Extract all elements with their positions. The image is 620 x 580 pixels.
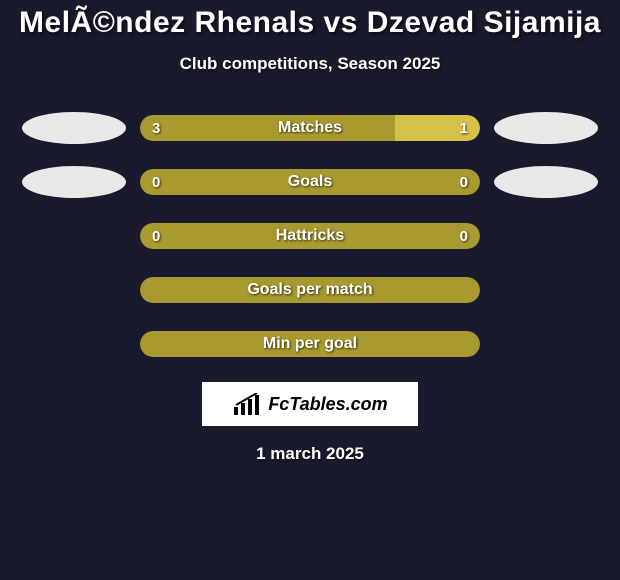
stat-row: Goals per match: [0, 274, 620, 306]
stat-row: 31Matches: [0, 112, 620, 144]
bar-label: Matches: [140, 115, 480, 141]
stat-row: 00Hattricks: [0, 220, 620, 252]
comparison-infographic: MelÃ©ndez Rhenals vs Dzevad Sijamija Clu…: [0, 0, 620, 464]
stat-row: Min per goal: [0, 328, 620, 360]
stat-bar: 31Matches: [140, 115, 480, 141]
stat-row: 00Goals: [0, 166, 620, 198]
bar-label: Hattricks: [140, 223, 480, 249]
date-text: 1 march 2025: [0, 444, 620, 464]
page-title: MelÃ©ndez Rhenals vs Dzevad Sijamija: [0, 6, 620, 40]
bar-label: Min per goal: [140, 331, 480, 357]
logo-box: FcTables.com: [202, 382, 418, 426]
player-right-ellipse: [494, 112, 598, 144]
logo-text: FcTables.com: [268, 394, 387, 415]
bar-label: Goals: [140, 169, 480, 195]
page-subtitle: Club competitions, Season 2025: [0, 54, 620, 74]
player-left-ellipse: [22, 166, 126, 198]
stat-bar: 00Goals: [140, 169, 480, 195]
player-left-ellipse: [22, 112, 126, 144]
stat-bar: Min per goal: [140, 331, 480, 357]
stat-rows: 31Matches 00Goals 00Hattricks Goals per mat…: [0, 112, 620, 360]
chart-icon: [232, 393, 262, 415]
player-right-ellipse: [494, 166, 598, 198]
stat-bar: Goals per match: [140, 277, 480, 303]
stat-bar: 00Hattricks: [140, 223, 480, 249]
bar-label: Goals per match: [140, 277, 480, 303]
